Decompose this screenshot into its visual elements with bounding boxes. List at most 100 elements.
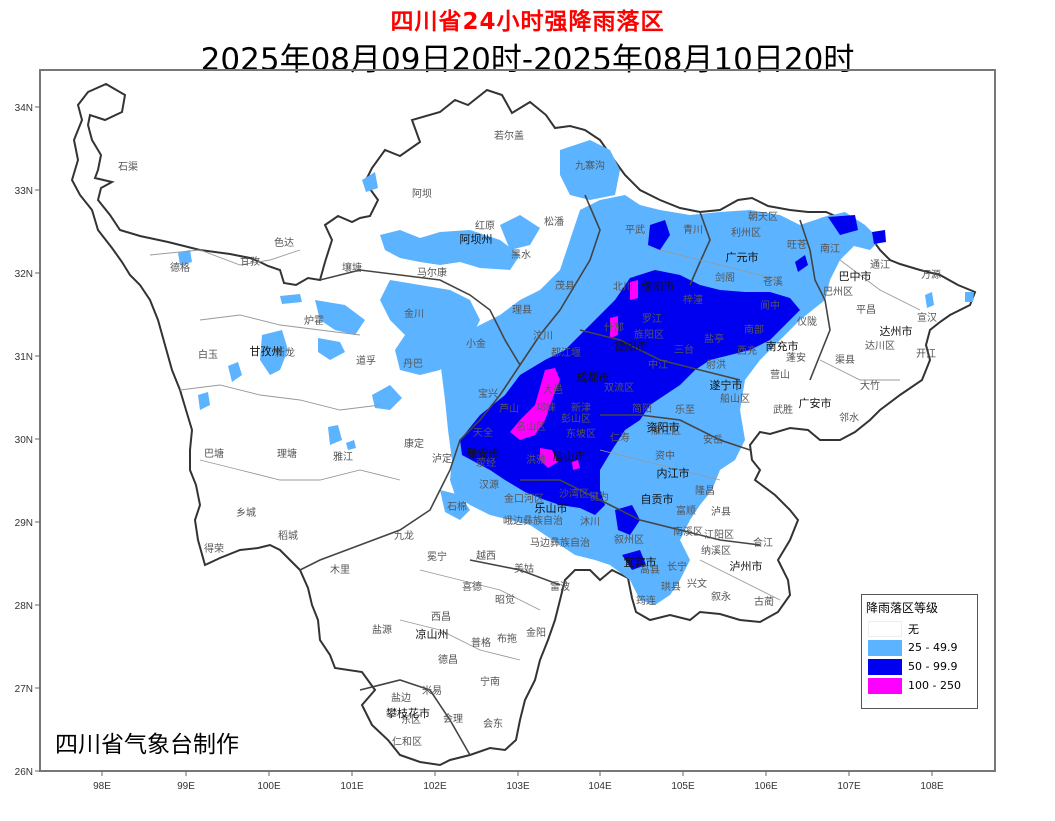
county-label: 稻城 — [278, 530, 298, 542]
prefecture-label: 乐山市 — [535, 501, 568, 515]
prefecture-label: 内江市 — [657, 466, 690, 480]
county-label: 松潘 — [544, 215, 564, 228]
county-label: 安岳 — [703, 433, 723, 446]
county-label: 射洪 — [706, 359, 726, 371]
county-label: 通江 — [870, 259, 890, 271]
county-label: 兴文 — [687, 577, 707, 590]
prefecture-label: 攀枝花市 — [386, 706, 430, 720]
county-label: 巴州区 — [823, 286, 853, 298]
county-label: 丹巴 — [403, 358, 423, 370]
county-label: 荥经 — [476, 456, 496, 469]
county-label: 朝天区 — [748, 211, 778, 223]
county-label: 简阳 — [632, 402, 652, 415]
county-label: 武胜 — [773, 403, 793, 416]
county-label: 甘孜 — [240, 255, 260, 268]
county-label: 雅江 — [333, 450, 353, 463]
county-label: 宁南 — [480, 675, 500, 688]
county-label: 合江 — [753, 536, 773, 549]
county-label: 茂县 — [555, 279, 575, 292]
svg-text:100E: 100E — [257, 781, 281, 792]
legend-swatch-magenta — [868, 677, 902, 694]
prefecture-label: 南充市 — [766, 339, 799, 353]
county-label: 得荣 — [204, 543, 224, 555]
svg-text:29N: 29N — [15, 518, 33, 529]
y-axis-labels: 34N 33N 32N 31N 30N 29N 28N 27N 26N — [15, 103, 33, 778]
y-axis — [35, 106, 40, 772]
legend-item-50-99.9: 50 - 99.9 — [868, 657, 977, 676]
county-label: 富顺 — [676, 504, 696, 517]
county-label: 盐边 — [391, 691, 411, 704]
prefecture-label: 阿坝州 — [460, 232, 493, 246]
prefecture-label: 广元市 — [726, 250, 759, 264]
county-label: 彭山区 — [561, 412, 591, 425]
county-label: 壤塘 — [342, 261, 362, 274]
county-label: 冕宁 — [427, 550, 447, 563]
county-label: 南江 — [820, 242, 840, 255]
county-label: 布拖 — [497, 632, 517, 645]
county-label: 万源 — [921, 268, 941, 281]
county-label: 渠县 — [835, 354, 855, 366]
county-label: 邻水 — [839, 411, 859, 424]
svg-text:108E: 108E — [920, 781, 944, 792]
county-label: 马尔康 — [417, 266, 447, 279]
svg-text:105E: 105E — [671, 781, 695, 792]
prefecture-label: 资阳市 — [647, 420, 680, 434]
county-label: 雷波 — [550, 580, 570, 593]
county-label: 新龙 — [275, 346, 295, 359]
county-label: 金口河区 — [504, 492, 544, 505]
county-label: 达川区 — [865, 340, 895, 352]
county-label: 泸定 — [432, 452, 452, 465]
county-label: 大邑 — [543, 383, 563, 396]
prefecture-borders — [299, 194, 831, 756]
county-label: 三台 — [674, 343, 694, 356]
county-label: 康定 — [404, 437, 424, 450]
prefecture-label: 成都市 — [577, 370, 610, 384]
county-label: 炉霍 — [304, 315, 324, 327]
county-label: 金阳 — [526, 626, 546, 639]
legend: 降雨落区等级 无 25 - 49.9 50 - 99.9 100 - 250 — [861, 594, 978, 709]
county-label: 梓潼 — [683, 293, 703, 306]
county-label: 昭觉 — [495, 594, 515, 606]
prefecture-label: 绵阳市 — [642, 279, 675, 293]
county-label: 德昌 — [438, 653, 458, 666]
county-label: 阿坝 — [412, 188, 432, 200]
producer-credit: 四川省气象台制作 — [55, 732, 239, 758]
county-label: 双流区 — [604, 381, 634, 394]
county-label: 乐至 — [675, 404, 695, 416]
county-label: 开江 — [916, 348, 936, 360]
svg-text:104E: 104E — [588, 781, 612, 792]
county-label: 新津 — [571, 401, 591, 414]
county-label: 泸县 — [711, 506, 731, 518]
county-label: 石渠 — [118, 161, 138, 173]
county-label: 喜德 — [462, 580, 482, 593]
county-label: 汶川 — [533, 329, 553, 342]
map-subtitle-time-range: 2025年08月09日20时-2025年08月10日20时 — [200, 42, 855, 78]
county-label: 名山区 — [516, 420, 546, 433]
county-label: 黑水 — [511, 249, 531, 261]
county-label: 长宁 — [667, 560, 687, 573]
county-label: 叙州区 — [614, 533, 644, 546]
county-label: 德格 — [170, 261, 190, 274]
svg-text:27N: 27N — [15, 684, 33, 695]
county-label: 珙县 — [661, 581, 681, 593]
prefecture-label: 巴中市 — [839, 269, 872, 283]
county-label: 理县 — [512, 304, 532, 316]
county-label: 东坡区 — [566, 427, 596, 440]
svg-text:31N: 31N — [15, 352, 33, 363]
prefecture-label: 泸州市 — [730, 559, 763, 573]
legend-item-100-250: 100 - 250 — [868, 676, 977, 695]
svg-text:103E: 103E — [506, 781, 530, 792]
county-label: 营山 — [770, 368, 790, 381]
county-label: 江阳区 — [704, 529, 734, 541]
county-label: 天全 — [473, 426, 493, 439]
county-label: 洪雅 — [526, 453, 546, 466]
county-label: 盐亭 — [704, 332, 724, 345]
county-label: 峨边彝族自治 — [503, 514, 563, 527]
county-label: 九龙 — [394, 529, 414, 542]
county-label: 高县 — [640, 563, 660, 576]
legend-swatch-none — [868, 620, 902, 637]
legend-swatch-blue — [868, 658, 902, 675]
county-label: 苍溪 — [763, 275, 783, 288]
